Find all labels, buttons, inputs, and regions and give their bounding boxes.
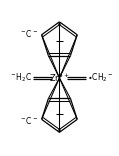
- Text: $^-$C$^-$: $^-$C$^-$: [19, 115, 38, 126]
- Text: $^-$C$^-$: $^-$C$^-$: [19, 28, 38, 39]
- Text: $^-$H$_2$C: $^-$H$_2$C: [9, 72, 32, 84]
- Text: $\bullet$CH$_2$$^-$: $\bullet$CH$_2$$^-$: [87, 72, 113, 84]
- Text: Zr$^{4+}$: Zr$^{4+}$: [49, 72, 70, 84]
